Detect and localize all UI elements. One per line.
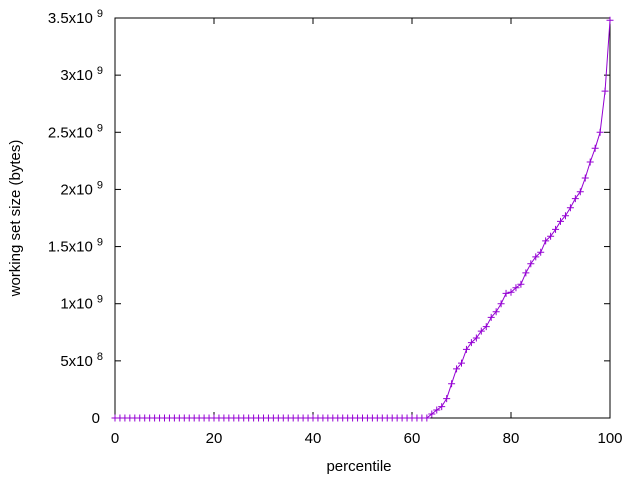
data-point [557,217,564,225]
data-point [601,87,609,95]
data-point [497,300,505,308]
y-tick-power: 9 [97,8,103,20]
data-point [517,280,525,288]
data-point [462,345,470,353]
data-point [606,16,614,24]
data-point [467,339,475,347]
data-point [453,365,461,373]
data-point [448,380,456,388]
data-point [527,260,535,268]
y-tick-label: 2.5x10 9 [48,122,103,141]
data-point [477,327,485,335]
x-tick-label: 60 [404,430,421,447]
data-point [472,334,480,342]
data-point [428,410,436,418]
y-tick-label: 0 [92,410,100,427]
data-point [591,144,599,152]
data-point [482,323,490,331]
data-point [586,158,594,166]
data-point [507,288,515,296]
data-point [438,403,446,411]
x-tick-label: 40 [305,430,322,447]
x-tick-label: 100 [597,430,622,447]
y-tick-power: 9 [97,294,103,306]
plot-border [114,17,611,419]
y-tick-power: 9 [97,122,103,134]
data-point [502,289,510,297]
data-point [443,395,451,403]
data-point [512,284,520,292]
y-tick-label: 3.5x10 9 [48,8,103,27]
data-point [561,212,569,220]
data-point [581,174,589,182]
y-tick-mantissa: 1x10 [60,296,93,313]
data-point [596,128,604,136]
y-tick-label: 2x10 9 [60,179,103,198]
x-tick-label: 80 [503,430,520,447]
data-line [115,20,611,419]
y-tick-mantissa: 2x10 [60,181,93,198]
y-tick-power: 9 [97,65,103,77]
y-tick-power: 9 [97,237,103,249]
data-point [576,188,584,196]
y-tick-label: 1.5x10 9 [48,237,103,256]
y-tick-mantissa: 1.5x10 [48,239,93,256]
data-point [571,195,579,203]
data-point [566,204,574,212]
data-point [542,237,550,245]
data-point [552,225,560,233]
y-tick-mantissa: 5x10 [60,353,93,370]
data-point [458,359,465,367]
y-tick-label: 3x10 9 [60,65,103,84]
y-axis-label: working set size (bytes) [7,140,24,298]
y-tick-mantissa: 2.5x10 [48,124,93,141]
data-point [492,308,500,316]
x-tick-label: 0 [111,430,119,447]
data-point [487,313,495,321]
y-tick-mantissa: 3x10 [60,67,93,84]
data-point [547,232,555,240]
y-tick-mantissa: 3.5x10 [48,10,93,27]
y-tick-label: 5x10 8 [60,351,103,370]
x-tick-label: 20 [206,430,223,447]
data-point [423,414,431,422]
data-point [522,269,530,277]
y-tick-power: 9 [97,179,103,191]
data-point [537,248,545,256]
y-tick-label: 1x10 9 [60,294,103,313]
data-point [433,406,441,414]
data-point [532,253,540,261]
x-axis-label: percentile [326,458,391,475]
y-tick-power: 8 [97,351,103,363]
